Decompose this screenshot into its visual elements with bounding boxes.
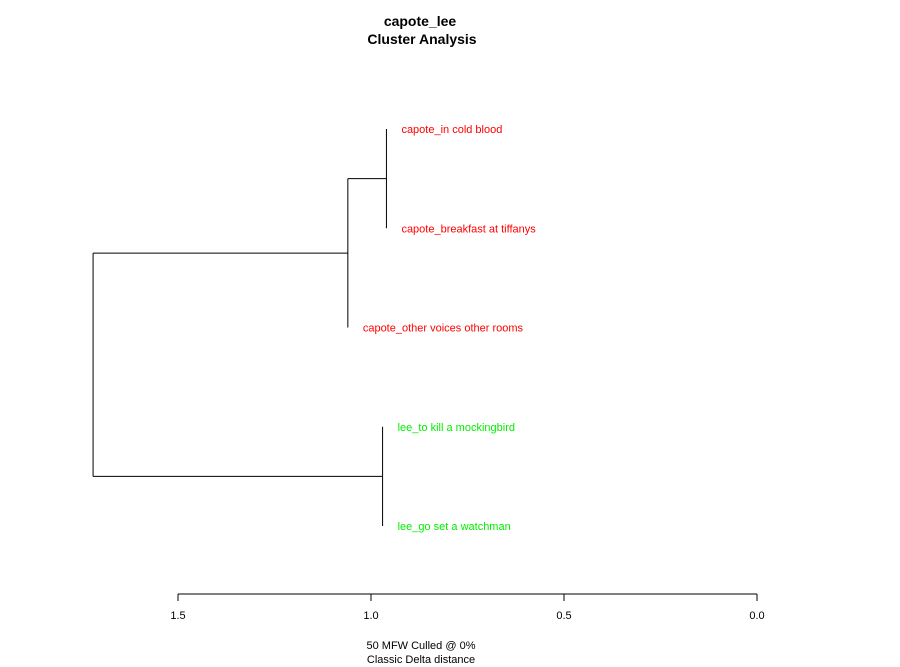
x-axis-tick-label-1: 1.0 (363, 610, 378, 622)
leaf-label-1: capote_breakfast at tiffanys (401, 223, 536, 235)
x-axis-tick-label-2: 0.5 (556, 610, 571, 622)
leaf-label-3: lee_to kill a mockingbird (398, 422, 515, 434)
chart-subtitle: Cluster Analysis (367, 31, 476, 47)
footer-distance: Classic Delta distance (367, 654, 475, 666)
x-axis: 1.5 1.0 0.5 0.0 (170, 593, 765, 622)
leaf-label-2: capote_other voices other rooms (363, 323, 524, 335)
chart-title: capote_lee (384, 13, 457, 29)
x-axis-tick-label-0: 1.5 (170, 610, 185, 622)
leaf-label-4: lee_go set a watchman (398, 521, 511, 533)
dendrogram-branches (92, 129, 387, 526)
footer-mfw: 50 MFW Culled @ 0% (367, 640, 476, 652)
leaf-labels: capote_in cold blood capote_breakfast at … (363, 124, 536, 533)
leaf-label-0: capote_in cold blood (401, 124, 502, 136)
x-axis-tick-label-3: 0.0 (749, 610, 764, 622)
